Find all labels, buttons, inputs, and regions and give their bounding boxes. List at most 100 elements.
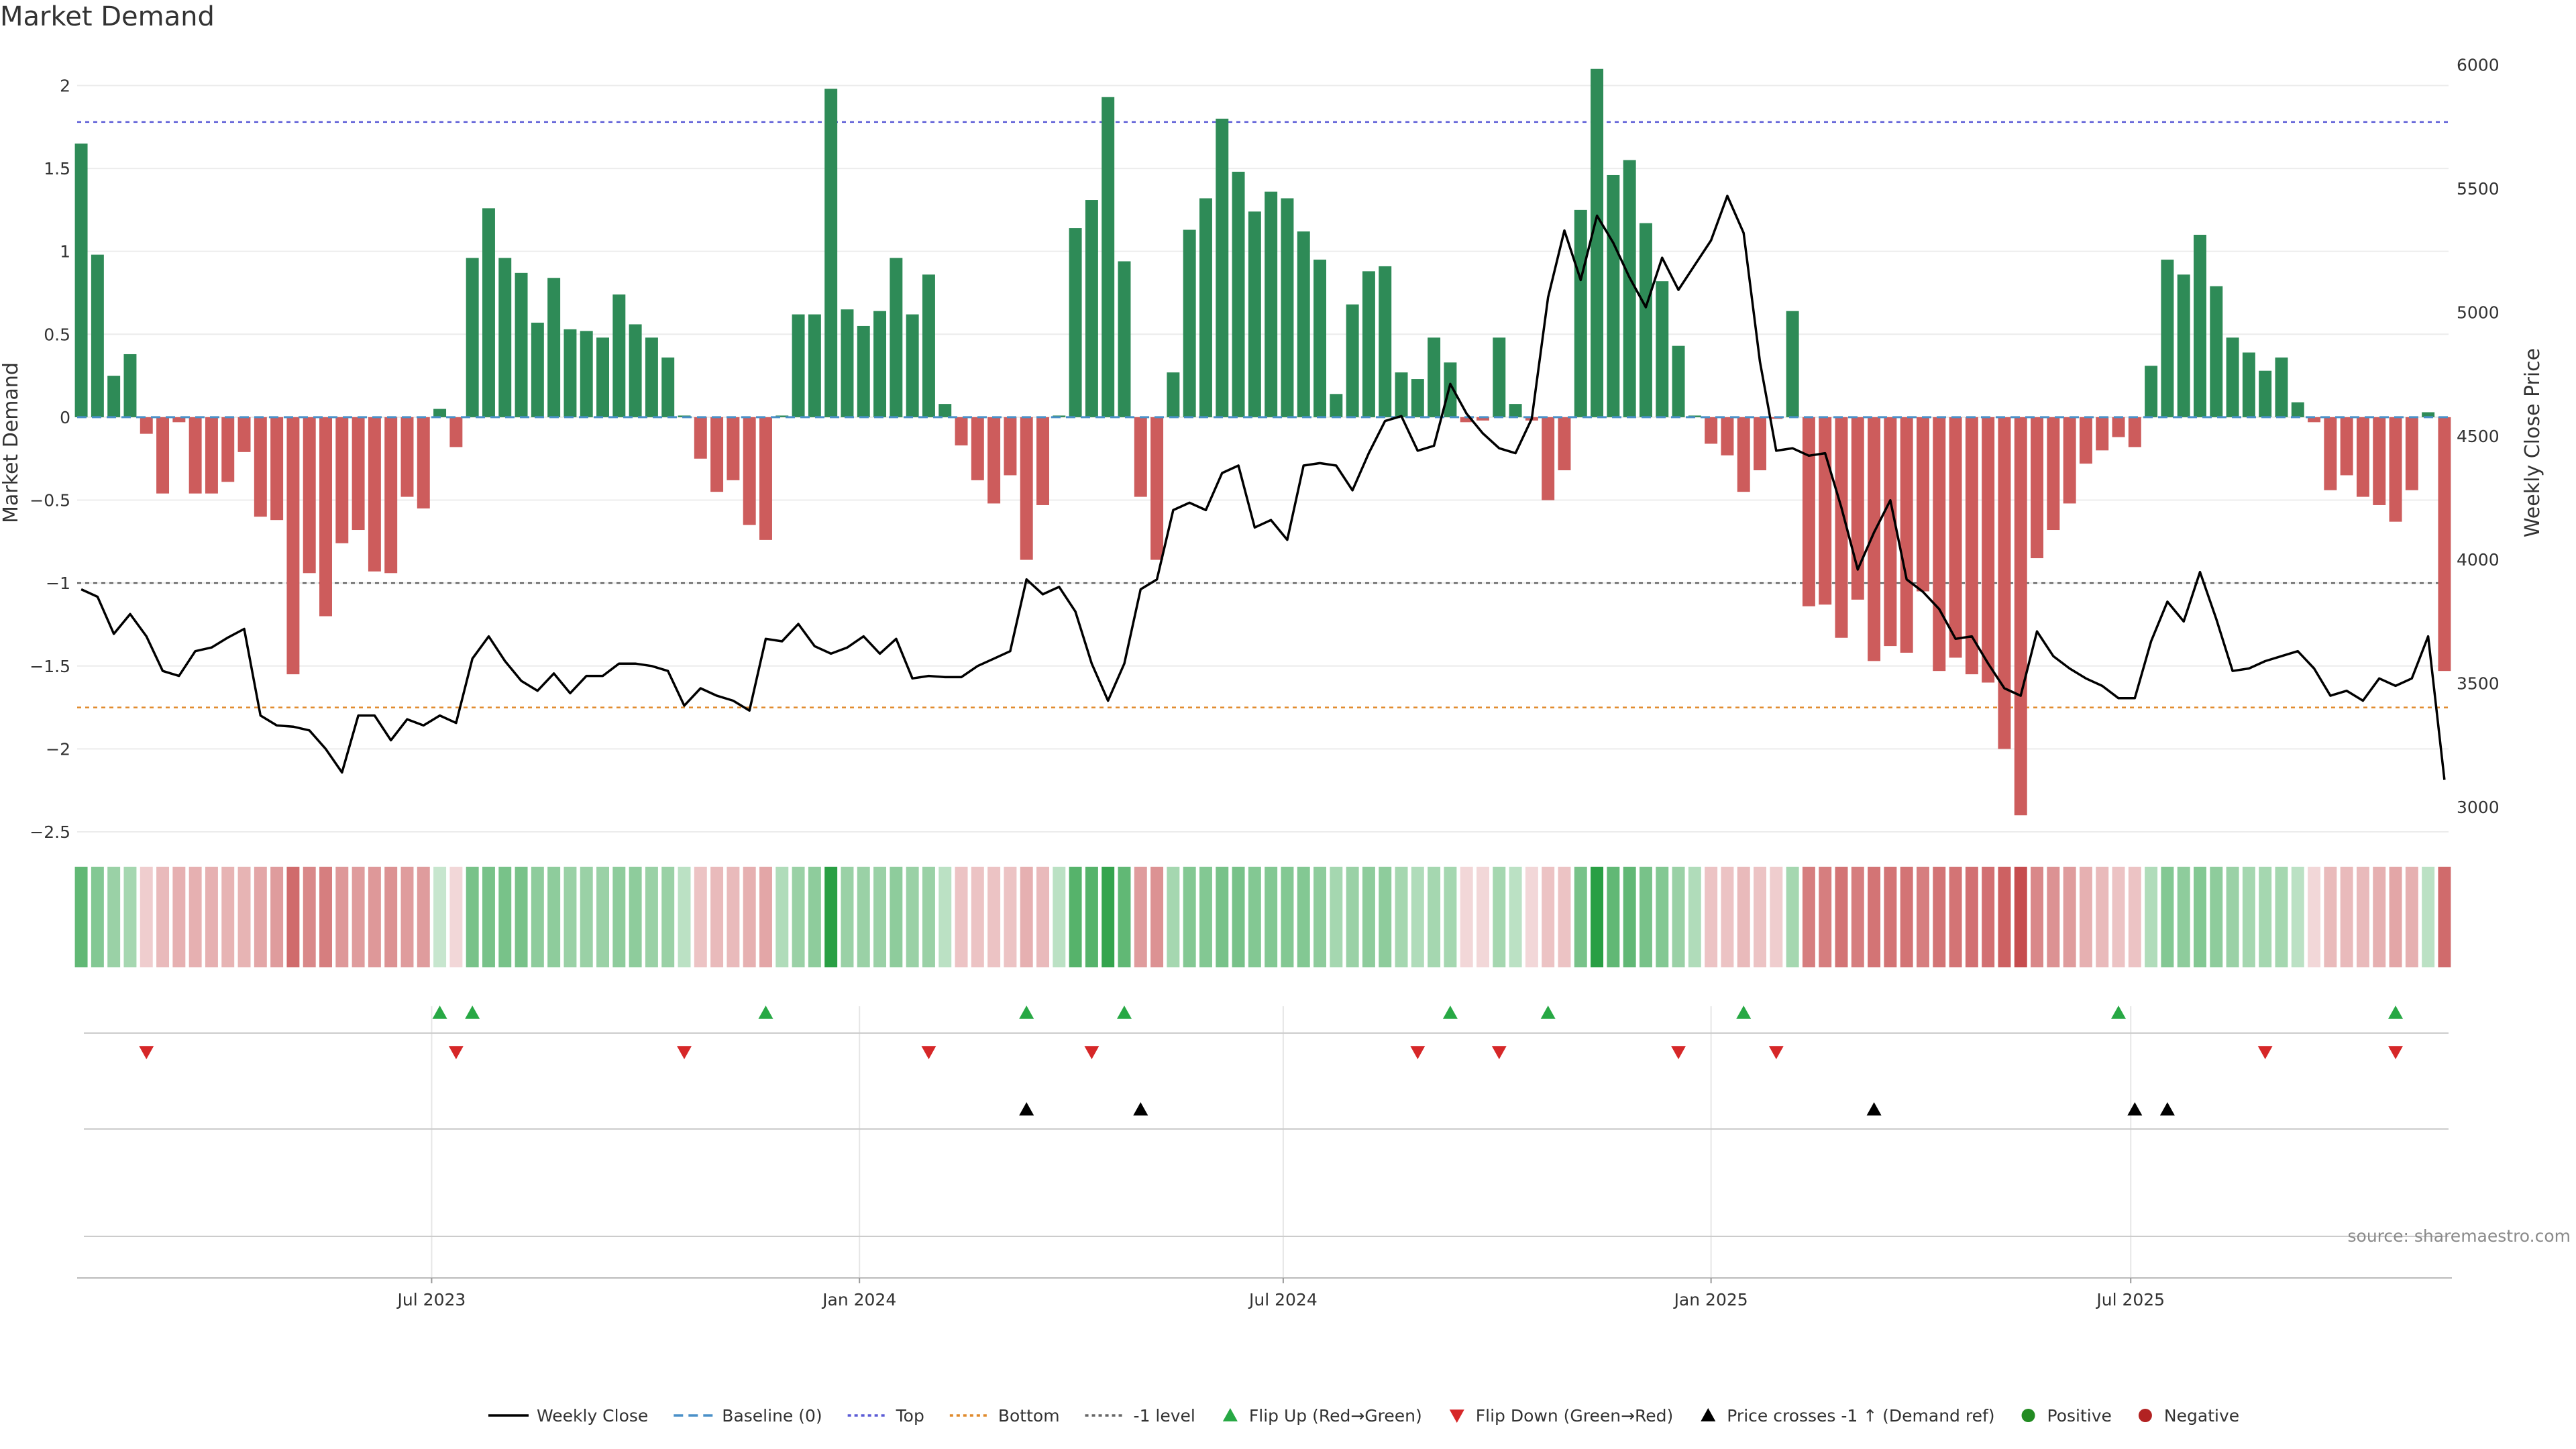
flip-down-marker [139,1046,154,1059]
heat-cell [140,867,153,967]
heat-cell [2210,867,2223,967]
heat-cell [2194,867,2206,967]
heat-cell [1591,867,1604,967]
flip-down-marker [921,1046,936,1059]
demand-bar [1949,417,1962,658]
demand-bar [286,417,300,675]
demand-bar [1069,228,1082,417]
heat-cell [449,867,463,967]
heat-cell [2177,867,2190,967]
flip-down-marker [2257,1046,2273,1059]
demand-bar [2422,412,2435,417]
demand-bar [2014,417,2027,816]
demand-bar [1444,362,1457,417]
heat-cell [1362,867,1375,967]
legend-flip-down [1449,1409,1464,1423]
heat-cell [1216,867,1229,967]
heat-cell [498,867,512,967]
y-tick-label: 1 [60,242,70,262]
y2-tick-label: 5000 [2457,303,2500,322]
demand-bar [2324,417,2337,490]
demand-bar [2373,417,2386,505]
heat-cell [1167,867,1180,967]
demand-bar [2177,274,2190,417]
flip-down-marker [1084,1046,1099,1059]
demand-bar [1998,417,2011,749]
x-tick-label: Jan 2025 [1673,1290,1748,1309]
flip-up-marker [465,1006,480,1019]
heat-cell [1118,867,1131,967]
heat-cell [531,867,544,967]
demand-bar [775,415,789,417]
heat-cell [1754,867,1766,967]
heat-cell [1379,867,1392,967]
demand-bar [1183,229,1196,417]
demand-bar [1395,372,1408,417]
heat-cell [2291,867,2304,967]
y-tick-label: −2 [46,739,70,759]
demand-bar [368,417,381,572]
demand-bar [2161,260,2174,417]
flip-down-marker [1768,1046,1784,1059]
demand-bar [466,258,479,417]
demand-bar [156,417,170,494]
heat-cell [2259,867,2272,967]
heat-cell [629,867,642,967]
heat-cell [1525,867,1538,967]
demand-bar [352,417,365,531]
demand-bar [91,254,104,417]
heat-cell [971,867,984,967]
y2-tick-label: 5500 [2457,179,2500,199]
legend-label: Price crosses -1 ↑ (Demand ref) [1727,1406,1994,1426]
demand-bar [221,417,235,482]
demand-bar [498,258,512,417]
heat-cell [564,867,577,967]
y2-tick-label: 3500 [2457,674,2500,694]
demand-bar [1118,261,1131,417]
x-tick-label: Jul 2024 [1248,1290,1318,1309]
demand-bar [1965,417,1978,675]
demand-bar [1705,417,1718,444]
heat-cell [645,867,658,967]
heat-cell [2275,867,2288,967]
legend-negative [2138,1409,2152,1422]
demand-bar [564,329,577,417]
heat-cell [1036,867,1049,967]
flip-up-marker [2388,1006,2404,1019]
demand-bar [2242,352,2255,417]
heat-cell [515,867,528,967]
demand-bar [270,417,284,521]
demand-bar [2291,402,2304,417]
demand-bar [1248,211,1261,417]
heat-cell [1444,867,1457,967]
heat-cell [547,867,561,967]
demand-bar [123,354,137,417]
demand-bar [1036,417,1049,505]
demand-bar [857,325,870,417]
flip-up-marker [1116,1006,1132,1019]
demand-bar [1004,417,1017,476]
heat-cell [873,867,887,967]
heat-cell [1493,867,1506,967]
heat-cell [319,867,332,967]
heat-cell [2112,867,2125,967]
heat-cell [1900,867,1913,967]
heat-cell [1721,867,1734,967]
flip-up-marker [1019,1006,1034,1019]
y-tick-label: 1.5 [44,159,70,178]
demand-bar [2389,417,2402,522]
heat-cell [1150,867,1164,967]
heat-cell [955,867,968,967]
legend-label: -1 level [1134,1406,1195,1426]
demand-bar [1020,417,1033,560]
demand-bar [629,324,642,417]
demand-bar [1379,266,1392,417]
demand-bar [1542,417,1555,500]
flip-down-marker [2388,1046,2404,1059]
demand-bar [1460,417,1473,423]
demand-bar [1232,172,1245,417]
demand-bar [237,417,251,452]
heat-cell [1248,867,1261,967]
legend-label: Baseline (0) [722,1406,822,1426]
heat-cell [1802,867,1815,967]
